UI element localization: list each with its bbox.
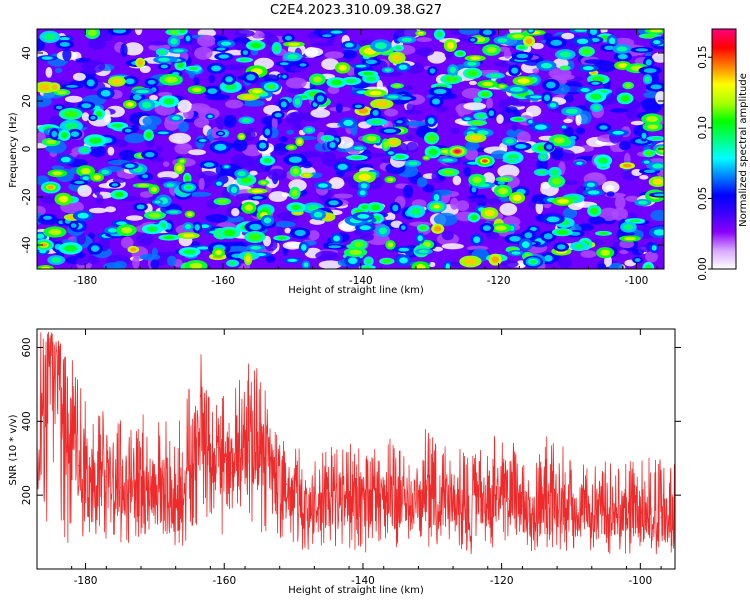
heatmap-x-axis-label: Height of straight line (km) — [288, 285, 424, 296]
snr-data-point — [494, 494, 496, 496]
x-tick-label: -140 — [349, 275, 373, 287]
heatmap-peak — [37, 239, 54, 251]
x-tick-label: -120 — [490, 575, 514, 587]
y-tick-label: -40 — [21, 236, 33, 253]
colorbar-label: Normalized spectral amplitude — [738, 73, 749, 227]
snr-x-axis-label: Height of straight line (km) — [288, 585, 424, 596]
snr-data-point — [189, 465, 191, 467]
snr-data-point — [549, 494, 551, 496]
snr-data-point — [133, 494, 135, 496]
snr-y-ticks: 200 400 600 — [21, 337, 681, 505]
snr-data-point — [202, 431, 204, 433]
heatmap-peak — [261, 80, 282, 93]
heatmap-peak — [474, 155, 495, 167]
heatmap-x-ticks: -180 -160 -140 -120 -100 — [36, 29, 658, 287]
snr-panel: -180 -160 -140 -120 -100 200 400 600 Height of… — [8, 328, 681, 596]
snr-data-point — [660, 516, 662, 518]
snr-data-point — [383, 494, 385, 496]
snr-data-point — [424, 509, 426, 511]
snr-data-point — [591, 513, 593, 515]
snr-data-point — [369, 505, 371, 507]
snr-data-point — [50, 361, 52, 363]
colorbar: 0.00 0.05 0.10 0.15 Normalized spectral amp… — [697, 28, 749, 281]
snr-data-point — [397, 498, 399, 500]
x-tick-label: -100 — [625, 275, 649, 287]
x-tick-label: -160 — [212, 575, 236, 587]
heatmap-panel: -180 -160 -140 -120 -100 -40 -20 0 20 40 Height … — [8, 28, 665, 296]
snr-data-point — [161, 483, 163, 485]
snr-data-point — [355, 501, 357, 504]
heatmap-peak — [40, 181, 61, 194]
snr-data-point — [175, 505, 177, 507]
snr-frame — [36, 328, 676, 570]
snr-series — [37, 332, 675, 555]
snr-data-point — [632, 509, 635, 511]
snr-data-point — [78, 465, 80, 467]
snr-data-point — [91, 483, 94, 485]
x-tick-label: -180 — [73, 275, 97, 287]
heatmap-peaks — [37, 80, 544, 268]
heatmap-peak — [426, 200, 447, 213]
heatmap-peak — [523, 255, 544, 268]
snr-data-point — [119, 487, 121, 489]
snr-data-point — [508, 498, 510, 500]
snr-data-point — [230, 472, 232, 474]
colorbar-gradient — [711, 28, 737, 270]
snr-data-point — [563, 505, 565, 507]
x-tick-label: -140 — [351, 575, 375, 587]
x-tick-label: -160 — [211, 275, 235, 287]
snr-data-point — [341, 498, 343, 500]
colorbar-tick-label: 0.00 — [697, 257, 709, 280]
snr-data-point — [299, 501, 302, 504]
heatmap-peak — [447, 145, 468, 158]
figure-title: C2E4.2023.310.09.38.G27 — [270, 3, 442, 18]
y-tick-label: 600 — [21, 337, 33, 357]
colorbar-tick-label: 0.15 — [697, 46, 709, 69]
snr-data-point — [480, 509, 482, 511]
snr-series-line — [37, 332, 675, 555]
snr-data-point — [244, 439, 246, 441]
snr-data-point — [577, 509, 579, 511]
y-tick-label: 0 — [21, 146, 33, 153]
y-tick-label: 200 — [21, 485, 33, 505]
snr-data-point — [410, 505, 413, 507]
snr-data-point — [258, 446, 260, 448]
snr-data-point — [105, 476, 107, 478]
snr-data-point — [521, 505, 524, 507]
snr-data-point — [646, 513, 648, 515]
colorbar-tick-label: 0.05 — [697, 187, 709, 210]
x-tick-label: -120 — [487, 275, 511, 287]
heatmap-y-axis-label: Frequency (Hz) — [8, 112, 19, 188]
snr-data-point — [605, 509, 607, 511]
snr-data-point — [327, 494, 329, 496]
snr-data-point — [452, 498, 454, 500]
snr-y-axis-label: SNR (10 * v/v) — [8, 414, 19, 485]
heatmap-peak — [178, 181, 199, 194]
colorbar-tick-label: 0.10 — [697, 116, 709, 139]
snr-data-point — [286, 483, 288, 485]
y-tick-label: 40 — [21, 46, 33, 59]
snr-data-point — [313, 509, 315, 511]
heatmap-y-ticks: -40 -20 0 20 40 — [21, 46, 664, 254]
y-tick-label: 400 — [21, 411, 33, 431]
snr-data-point — [438, 501, 440, 504]
snr-data-point — [147, 498, 149, 500]
heatmap-cells — [37, 29, 664, 269]
snr-data-point — [618, 516, 621, 518]
snr-data-point — [216, 446, 218, 448]
snr-data-point — [64, 394, 66, 397]
snr-data-point — [272, 479, 274, 481]
y-tick-label: 20 — [21, 94, 33, 107]
x-tick-label: -180 — [74, 575, 98, 587]
x-tick-label: -100 — [628, 575, 652, 587]
snr-data-point — [466, 509, 468, 511]
colorbar-ticks: 0.00 0.05 0.10 0.15 — [697, 46, 712, 281]
y-tick-label: -20 — [21, 188, 33, 205]
snr-data-point — [535, 516, 537, 518]
snr-x-ticks: -180 -160 -140 -120 -100 — [36, 329, 662, 587]
